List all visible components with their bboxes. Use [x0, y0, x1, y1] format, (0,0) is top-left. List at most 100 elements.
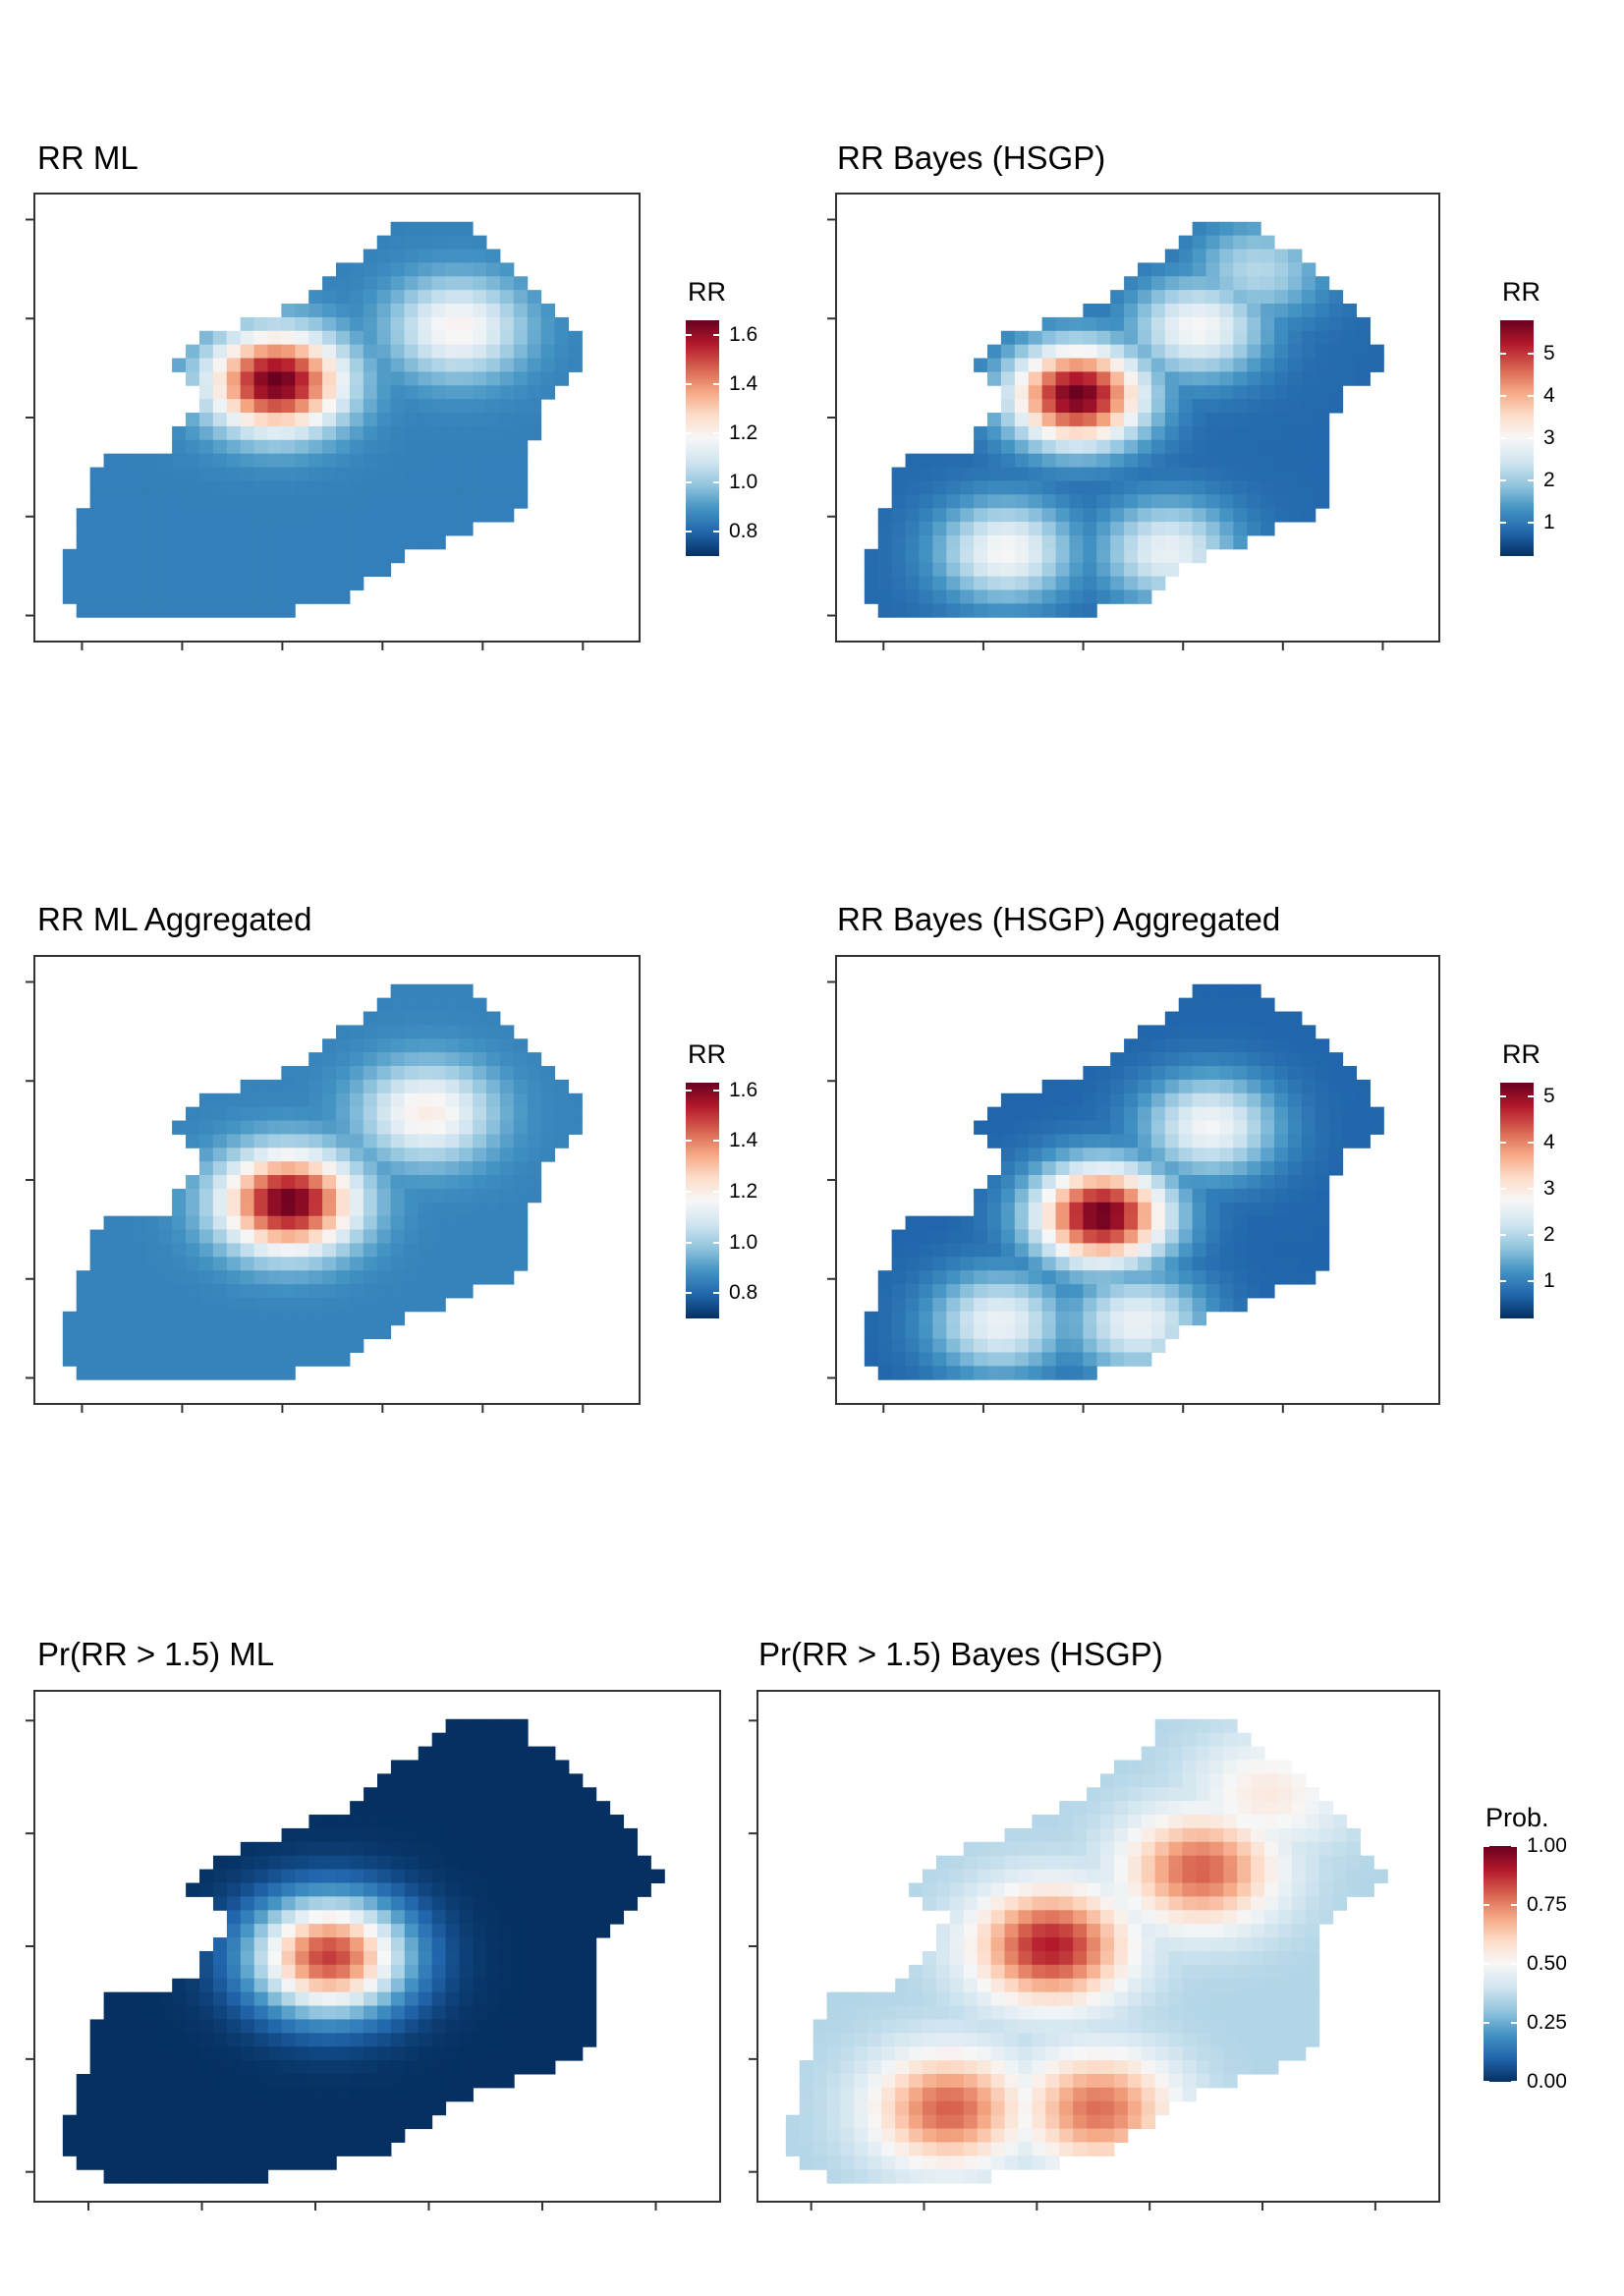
heatmap-cell	[1041, 508, 1057, 523]
heatmap-cell	[1219, 290, 1234, 305]
heatmap-cell	[963, 2087, 979, 2102]
heatmap-cell	[1127, 1950, 1143, 1966]
heatmap-cell	[1150, 399, 1166, 414]
heatmap-cell	[103, 562, 118, 578]
heatmap-cell	[459, 290, 474, 305]
heatmap-cell	[226, 1243, 242, 1258]
heatmap-cell	[1301, 1148, 1316, 1162]
heatmap-cell	[1110, 1352, 1125, 1367]
heatmap-cell	[1138, 1284, 1152, 1299]
heatmap-cell	[253, 1257, 268, 1271]
heatmap-cell	[1209, 1896, 1224, 1911]
heatmap-cell	[1083, 1106, 1097, 1122]
heatmap-cell	[582, 2005, 597, 2020]
heatmap-cell	[1069, 371, 1084, 386]
heatmap-cell	[117, 1324, 132, 1340]
heatmap-cell	[499, 385, 515, 400]
heatmap-cell	[418, 399, 432, 414]
heatmap-cell	[253, 1978, 269, 1993]
heatmap-cell	[1192, 997, 1207, 1013]
heatmap-cell	[295, 2142, 309, 2156]
heatmap-cell	[363, 330, 378, 346]
heatmap-cell	[445, 1896, 461, 1911]
heatmap-cell	[554, 1787, 570, 1802]
heatmap-cell	[513, 316, 529, 332]
heatmap-cell	[1150, 1175, 1166, 1190]
heatmap-cell	[826, 2060, 842, 2075]
heatmap-cell	[1233, 249, 1248, 263]
heatmap-cell	[1150, 276, 1166, 291]
heatmap-cell	[198, 1257, 214, 1271]
heatmap-cell	[117, 1338, 132, 1353]
heatmap-cell	[445, 1869, 461, 1883]
heatmap-cell	[1277, 1896, 1293, 1911]
heatmap-cell	[336, 358, 351, 372]
heatmap-cell	[1315, 467, 1330, 481]
heatmap-cell	[349, 358, 364, 372]
colorbar-tick	[713, 432, 719, 434]
heatmap-cell	[540, 344, 556, 360]
heatmap-cell	[131, 2046, 145, 2061]
heatmap-cell	[212, 1175, 228, 1190]
heatmap-cell	[905, 1311, 920, 1326]
heatmap-cell	[1018, 1841, 1033, 1857]
heatmap-cell	[987, 1324, 1002, 1340]
heatmap-cell	[336, 2100, 351, 2116]
heatmap-cell	[1274, 1215, 1289, 1231]
heatmap-cell	[376, 1284, 392, 1299]
heatmap-cell	[198, 413, 214, 427]
heatmap-cell	[1141, 1964, 1156, 1980]
heatmap-cell	[212, 1338, 228, 1353]
heatmap-cell	[1178, 1038, 1194, 1053]
heatmap-cell	[418, 1052, 432, 1067]
heatmap-cell	[854, 2114, 868, 2130]
heatmap-cell	[308, 439, 323, 455]
heatmap-cell	[390, 290, 406, 305]
heatmap-cell	[1288, 1148, 1303, 1162]
heatmap-cell	[336, 2046, 351, 2061]
heatmap-cell	[1223, 1869, 1238, 1883]
heatmap-cell	[905, 534, 920, 550]
heatmap-cell	[376, 1175, 392, 1190]
heatmap-cell	[826, 2073, 842, 2089]
heatmap-cell	[390, 1841, 406, 1857]
heatmap-cell	[895, 2033, 910, 2047]
heatmap-cell	[974, 1297, 988, 1313]
heatmap-cell	[473, 385, 487, 400]
heatmap-cell	[1233, 1243, 1248, 1258]
heatmap-cell	[376, 1270, 392, 1285]
heatmap-cell	[308, 2060, 323, 2075]
heatmap-cell	[1251, 1855, 1265, 1871]
heatmap-cell	[500, 1827, 515, 1843]
heatmap-cell	[1164, 358, 1180, 372]
heatmap-cell	[1141, 1773, 1156, 1788]
heatmap-cell	[336, 1052, 351, 1067]
heatmap-cell	[499, 1161, 515, 1176]
heatmap-cell	[267, 2046, 283, 2061]
heatmap-cell	[336, 316, 351, 332]
heatmap-cell	[486, 316, 501, 332]
heatmap-cell	[322, 1229, 337, 1244]
heatmap-cell	[963, 1950, 979, 1966]
heatmap-cell	[1032, 2114, 1046, 2130]
heatmap-cell	[103, 2060, 119, 2075]
heatmap-cell	[1150, 1188, 1166, 1204]
heatmap-cell	[1356, 1106, 1371, 1122]
heatmap-cell	[990, 1841, 1006, 1857]
heatmap-cell	[186, 1284, 200, 1299]
heatmap-cell	[1182, 1855, 1197, 1871]
heatmap-cell	[1178, 1011, 1194, 1026]
heatmap-cell	[377, 2087, 392, 2102]
heatmap-cell	[1028, 453, 1043, 469]
heatmap-cell	[186, 2019, 200, 2034]
heatmap-cell	[987, 425, 1002, 441]
heatmap-cell	[1274, 385, 1289, 400]
heatmap-cell	[1096, 494, 1111, 509]
heatmap-cell	[1059, 1855, 1074, 1871]
heatmap-cell	[554, 2019, 570, 2034]
heatmap-cell	[390, 1066, 406, 1081]
heatmap-cell	[1032, 2073, 1046, 2089]
heatmap-cell	[1110, 316, 1125, 332]
heatmap-cell	[431, 467, 446, 481]
heatmap-cell	[877, 1366, 893, 1380]
